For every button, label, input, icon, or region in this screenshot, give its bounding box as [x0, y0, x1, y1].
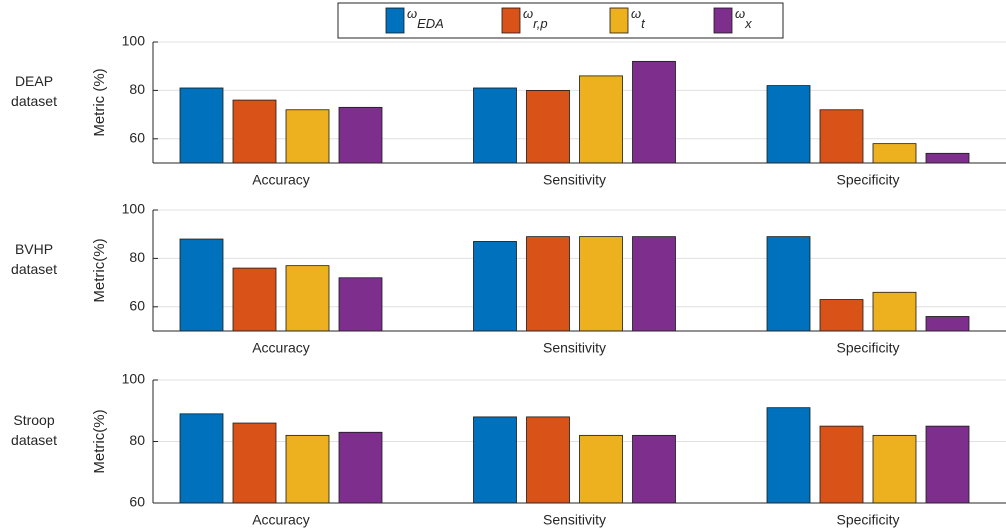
bar [179, 413, 224, 504]
bar [766, 407, 811, 504]
x-tick-label: Accuracy [252, 172, 310, 188]
legend-label: ωr,p [523, 6, 548, 31]
y-axis-label: Metric (%) [91, 68, 108, 136]
row-label: dataset [11, 93, 57, 109]
bar [232, 267, 277, 332]
bar [766, 236, 811, 332]
x-tick-label: Sensitivity [543, 512, 606, 528]
bar [232, 99, 277, 164]
legend-label: ωt [631, 6, 646, 31]
bar [285, 265, 330, 332]
bar [766, 85, 811, 164]
bar [819, 425, 864, 504]
bar [632, 60, 676, 164]
y-tick-label: 60 [129, 130, 145, 146]
legend-swatch [609, 7, 629, 34]
bar [179, 238, 224, 332]
legend-swatch [713, 7, 733, 34]
x-tick-label: Sensitivity [543, 340, 606, 356]
bar [526, 90, 570, 164]
x-tick-label: Sensitivity [543, 172, 606, 188]
y-tick-label: 60 [129, 298, 145, 314]
y-axis-label: Metric(%) [91, 238, 108, 302]
x-tick-label: Specificity [836, 340, 899, 356]
bar [338, 431, 383, 504]
x-tick-label: Accuracy [252, 512, 310, 528]
x-tick-label: Accuracy [252, 340, 310, 356]
y-tick-label: 60 [129, 494, 145, 510]
bar [925, 316, 970, 332]
row-label: Stroop [13, 412, 54, 428]
bar [819, 109, 864, 164]
y-tick-label: 100 [122, 33, 146, 49]
bar [338, 106, 383, 164]
bar [232, 422, 277, 504]
bar [473, 241, 517, 332]
x-tick-label: Specificity [836, 512, 899, 528]
bar [872, 291, 917, 332]
bar [579, 75, 623, 164]
bar [179, 87, 224, 164]
bar [526, 416, 570, 504]
legend-label: ωEDA [407, 6, 444, 31]
y-tick-label: 100 [122, 371, 146, 387]
bar [632, 236, 676, 332]
bar [285, 109, 330, 164]
bar [473, 416, 517, 504]
x-tick-label: Specificity [836, 172, 899, 188]
bar [473, 87, 517, 164]
bar [526, 236, 570, 332]
legend-swatch [385, 7, 405, 34]
bar [819, 299, 864, 332]
legend-swatch [501, 7, 521, 34]
bar [285, 434, 330, 504]
bar [872, 143, 917, 164]
legend-box [337, 2, 784, 39]
row-label: dataset [11, 261, 57, 277]
legend-label: ωx [735, 6, 752, 31]
bar [925, 425, 970, 504]
bar [579, 236, 623, 332]
bar [872, 434, 917, 504]
bar [579, 434, 623, 504]
bar [338, 277, 383, 332]
y-tick-label: 80 [129, 249, 145, 265]
y-tick-label: 80 [129, 81, 145, 97]
bar [632, 434, 676, 504]
row-label: BVHP [15, 241, 53, 257]
y-axis-label: Metric(%) [91, 409, 108, 473]
bar [925, 152, 970, 164]
row-label: DEAP [15, 73, 53, 89]
y-tick-label: 100 [122, 201, 146, 217]
y-tick-label: 80 [129, 432, 145, 448]
row-label: dataset [11, 432, 57, 448]
